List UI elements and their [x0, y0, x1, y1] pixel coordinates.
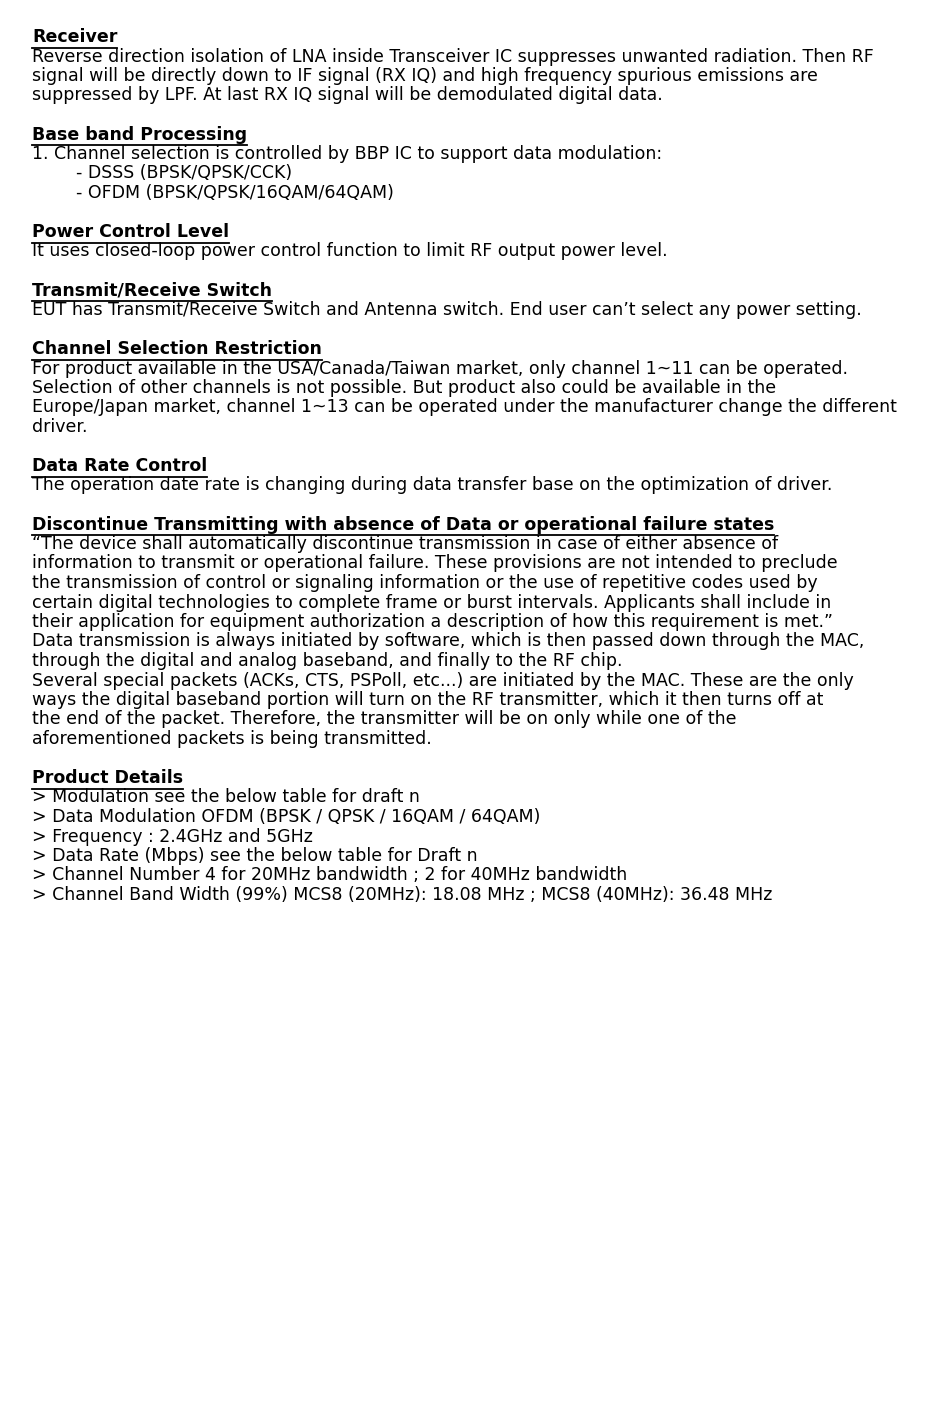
Text: 1. Channel selection is controlled by BBP IC to support data modulation:: 1. Channel selection is controlled by BB…	[32, 146, 662, 163]
Text: through the digital and analog baseband, and finally to the RF chip.: through the digital and analog baseband,…	[32, 652, 622, 670]
Text: For product available in the USA/Canada/Taiwan market, only channel 1~11 can be : For product available in the USA/Canada/…	[32, 359, 848, 378]
Text: Transmit/Receive Switch: Transmit/Receive Switch	[32, 281, 272, 300]
Text: Product Details: Product Details	[32, 769, 183, 788]
Text: > Frequency : 2.4GHz and 5GHz: > Frequency : 2.4GHz and 5GHz	[32, 827, 313, 846]
Text: Data transmission is always initiated by software, which is then passed down thr: Data transmission is always initiated by…	[32, 632, 864, 650]
Text: the end of the packet. Therefore, the transmitter will be on only while one of t: the end of the packet. Therefore, the tr…	[32, 710, 737, 728]
Text: > Data Rate (Mbps) see the below table for Draft n: > Data Rate (Mbps) see the below table f…	[32, 847, 477, 865]
Text: the transmission of control or signaling information or the use of repetitive co: the transmission of control or signaling…	[32, 574, 817, 592]
Text: ways the digital baseband portion will turn on the RF transmitter, which it then: ways the digital baseband portion will t…	[32, 691, 824, 708]
Text: - OFDM (BPSK/QPSK/16QAM/64QAM): - OFDM (BPSK/QPSK/16QAM/64QAM)	[32, 184, 394, 202]
Text: Data Rate Control: Data Rate Control	[32, 457, 207, 475]
Text: suppressed by LPF. At last RX IQ signal will be demodulated digital data.: suppressed by LPF. At last RX IQ signal …	[32, 86, 663, 105]
Text: > Modulation see the below table for draft n: > Modulation see the below table for dra…	[32, 789, 420, 806]
Text: their application for equipment authorization a description of how this requirem: their application for equipment authoriz…	[32, 614, 833, 631]
Text: Europe/Japan market, channel 1~13 can be operated under the manufacturer change : Europe/Japan market, channel 1~13 can be…	[32, 399, 897, 417]
Text: > Channel Band Width (99%) MCS8 (20MHz): 18.08 MHz ; MCS8 (40MHz): 36.48 MHz: > Channel Band Width (99%) MCS8 (20MHz):…	[32, 887, 772, 904]
Text: certain digital technologies to complete frame or burst intervals. Applicants sh: certain digital technologies to complete…	[32, 594, 831, 611]
Text: signal will be directly down to IF signal (RX IQ) and high frequency spurious em: signal will be directly down to IF signa…	[32, 66, 818, 85]
Text: information to transmit or operational failure. These provisions are not intende: information to transmit or operational f…	[32, 554, 838, 573]
Text: Several special packets (ACKs, CTS, PSPoll, etc...) are initiated by the MAC. Th: Several special packets (ACKs, CTS, PSPo…	[32, 672, 854, 690]
Text: Receiver: Receiver	[32, 28, 118, 47]
Text: EUT has Transmit/Receive Switch and Antenna switch. End user can’t select any po: EUT has Transmit/Receive Switch and Ante…	[32, 301, 862, 320]
Text: aforementioned packets is being transmitted.: aforementioned packets is being transmit…	[32, 730, 432, 748]
Text: Discontinue Transmitting with absence of Data or operational failure states: Discontinue Transmitting with absence of…	[32, 516, 774, 533]
Text: It uses closed-loop power control function to limit RF output power level.: It uses closed-loop power control functi…	[32, 242, 668, 260]
Text: “The device shall automatically discontinue transmission in case of either absen: “The device shall automatically disconti…	[32, 534, 778, 553]
Text: The operation date rate is changing during data transfer base on the optimizatio: The operation date rate is changing duri…	[32, 477, 832, 495]
Text: Reverse direction isolation of LNA inside Transceiver IC suppresses unwanted rad: Reverse direction isolation of LNA insid…	[32, 48, 873, 65]
Text: Base band Processing: Base band Processing	[32, 126, 248, 143]
Text: Power Control Level: Power Control Level	[32, 223, 229, 240]
Text: - DSSS (BPSK/QPSK/CCK): - DSSS (BPSK/QPSK/CCK)	[32, 164, 292, 182]
Text: Channel Selection Restriction: Channel Selection Restriction	[32, 339, 322, 358]
Text: driver.: driver.	[32, 419, 88, 436]
Text: > Data Modulation OFDM (BPSK / QPSK / 16QAM / 64QAM): > Data Modulation OFDM (BPSK / QPSK / 16…	[32, 807, 541, 826]
Text: > Channel Number 4 for 20MHz bandwidth ; 2 for 40MHz bandwidth: > Channel Number 4 for 20MHz bandwidth ;…	[32, 867, 628, 885]
Text: Selection of other channels is not possible. But product also could be available: Selection of other channels is not possi…	[32, 379, 776, 397]
